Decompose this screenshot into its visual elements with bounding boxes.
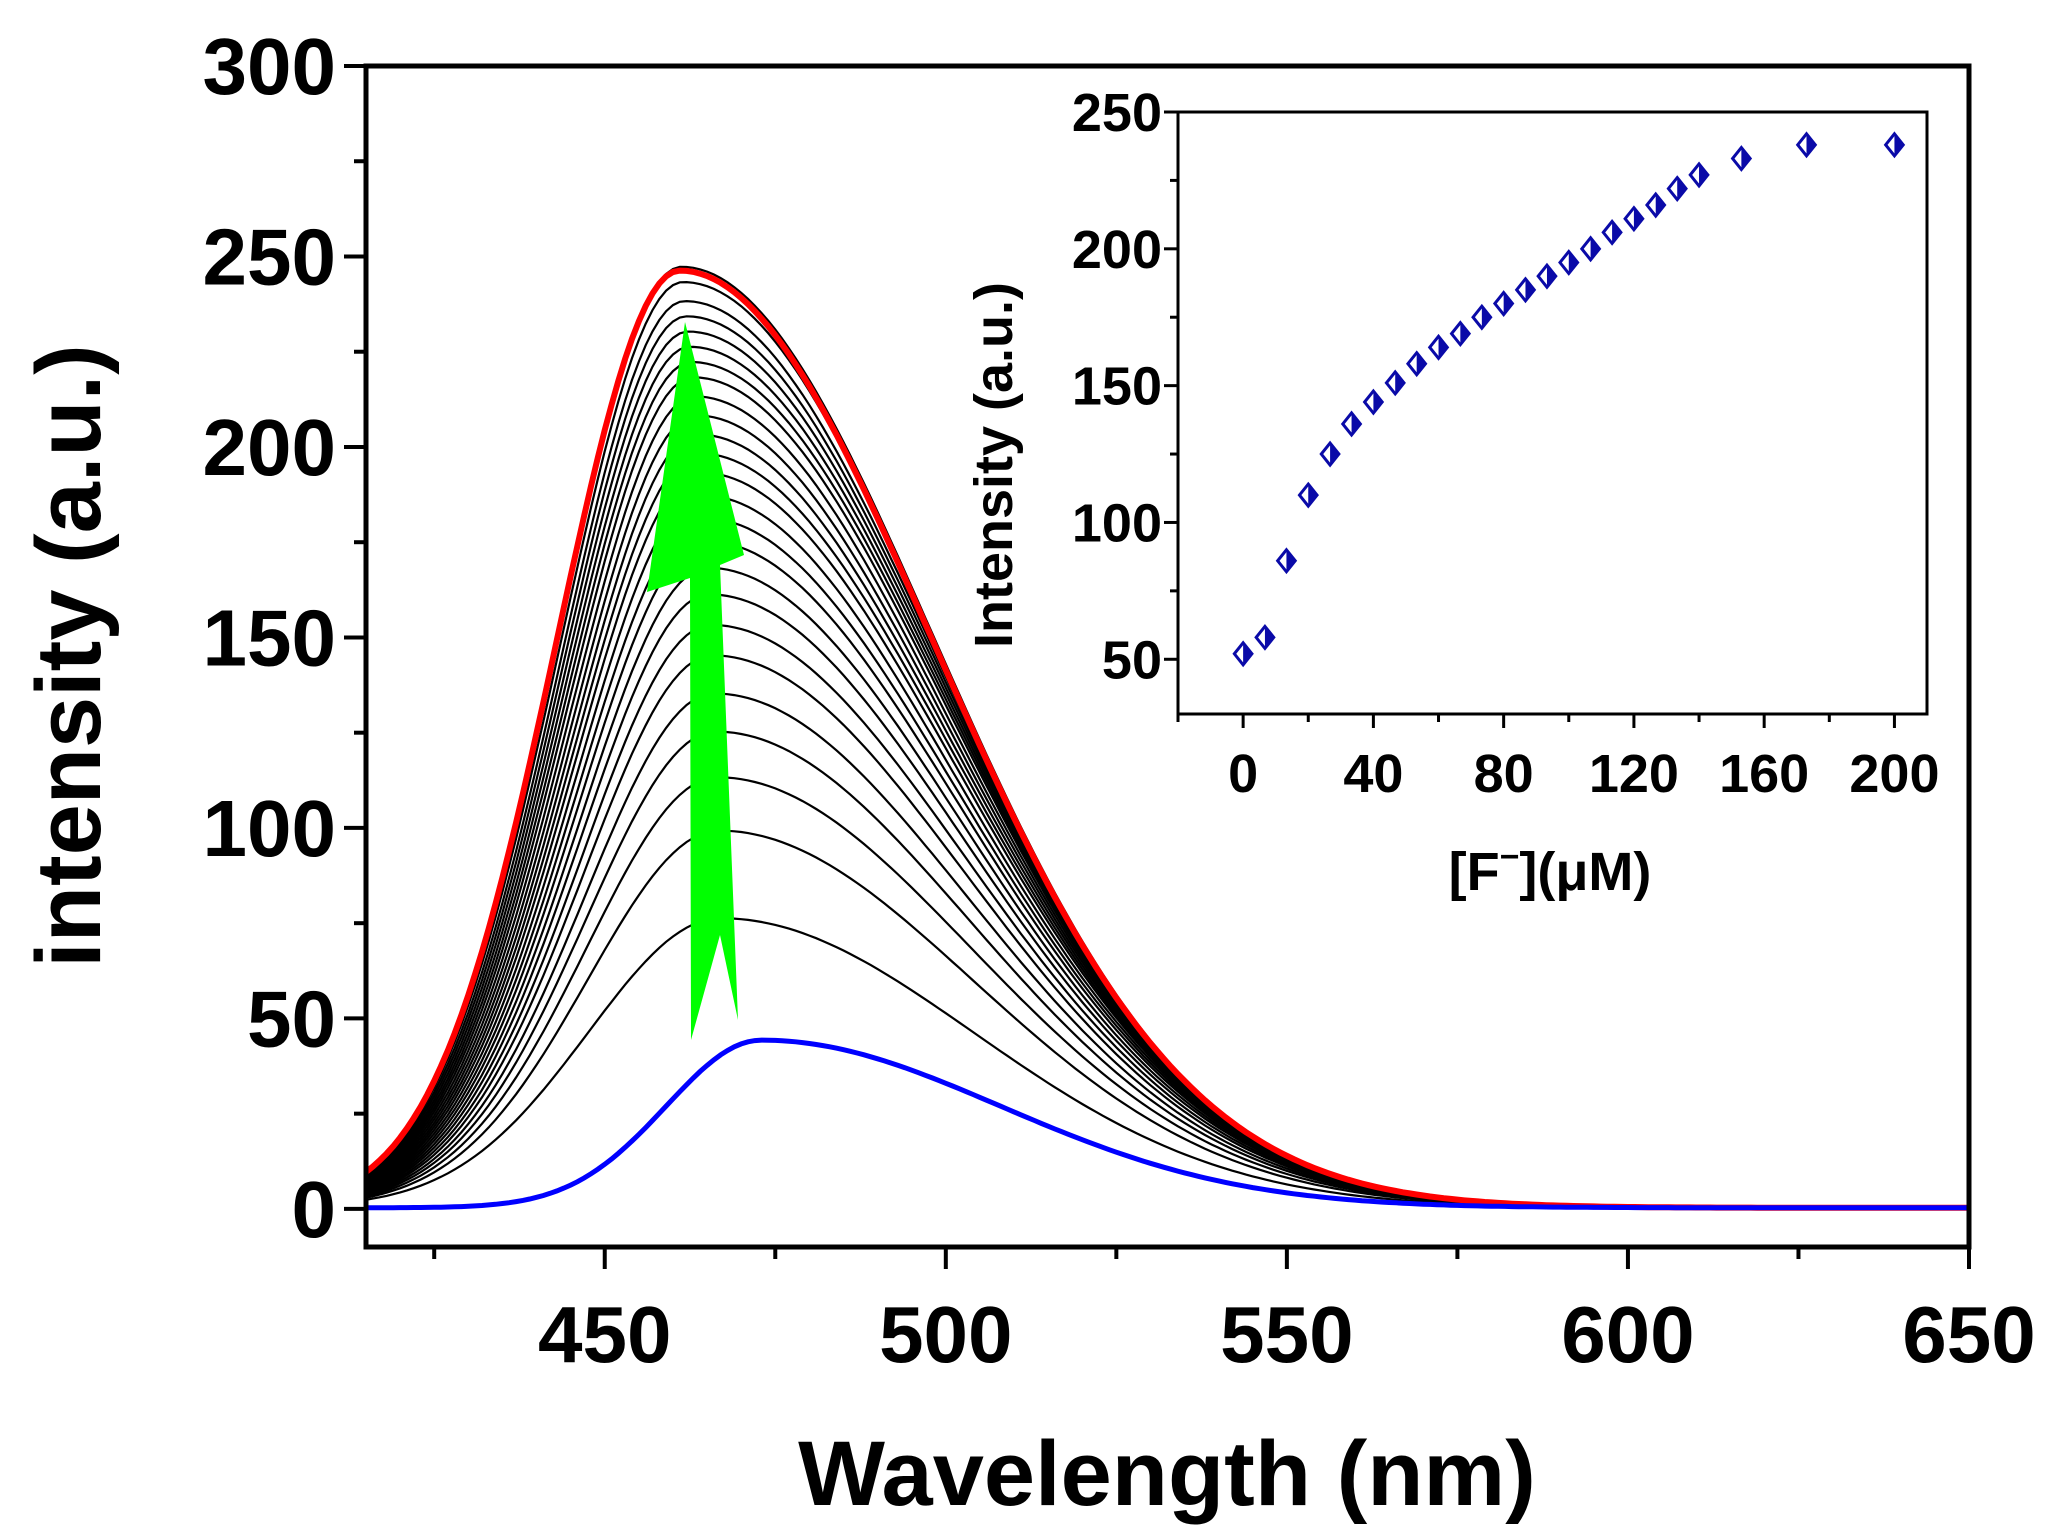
inset-x-tick-label: 80 [1474, 744, 1534, 804]
data-point [1362, 388, 1385, 416]
y-tick-label: 0 [292, 1165, 337, 1254]
data-point-fill [1395, 371, 1405, 394]
inset-x-tick-label: 120 [1589, 744, 1679, 804]
x-tick-label: 550 [1220, 1290, 1353, 1379]
data-point-fill [1243, 642, 1252, 665]
data-point-fill [1655, 194, 1665, 217]
inset-x-tick-label: 200 [1849, 744, 1939, 804]
data-point-fill [1612, 221, 1621, 244]
data-point [1405, 350, 1428, 378]
spectrum-line [365, 829, 1969, 1209]
data-point [1384, 369, 1406, 397]
spectrum-line [365, 776, 1969, 1209]
data-point-fill [1503, 292, 1513, 315]
data-point-fill [1330, 443, 1339, 466]
inset-x-label-main: [F [1449, 842, 1500, 902]
data-point [1795, 131, 1818, 159]
inset-x-tick-label: 40 [1343, 744, 1403, 804]
y-tick-label: 200 [203, 403, 336, 492]
inset-y-tick-label: 100 [1072, 493, 1162, 553]
data-point [1645, 191, 1667, 219]
inset-x-axis-title: [F−](μM) [1449, 838, 1652, 902]
data-point-fill [1438, 336, 1448, 359]
data-point-fill [1264, 626, 1274, 649]
x-tick-label: 650 [1902, 1290, 2035, 1379]
main-y-axis-title: intensity (a.u.) [18, 344, 120, 968]
data-point [1449, 320, 1472, 348]
inset-y-tick-label: 200 [1072, 220, 1162, 280]
data-point [1275, 547, 1298, 575]
main-plot-frame [363, 63, 1972, 1250]
data-point-fill [1590, 237, 1600, 260]
x-tick-label: 500 [879, 1290, 1012, 1379]
inset-y-tick-label: 250 [1072, 83, 1162, 143]
increase-arrow [647, 322, 744, 1040]
data-point [1514, 276, 1537, 304]
inset-y-tick-label: 50 [1102, 630, 1162, 690]
data-point [1536, 262, 1558, 290]
inset-frame [1176, 110, 1929, 716]
inset-x-label-sup: − [1500, 838, 1520, 876]
data-point [1601, 218, 1623, 246]
data-point [1558, 249, 1580, 276]
data-point [1883, 131, 1906, 159]
y-tick-label: 300 [203, 22, 336, 111]
data-point [1340, 410, 1363, 438]
data-point [1623, 205, 1645, 233]
inset-x-tick-label: 0 [1228, 744, 1258, 804]
data-point-fill [1351, 412, 1361, 435]
initial-spectrum-line [366, 1037, 1969, 1211]
inset-x-label-rest: ](μM) [1519, 842, 1651, 902]
data-point [1579, 235, 1602, 263]
data-point [1297, 481, 1319, 509]
data-point-fill [1894, 133, 1904, 156]
inset-y-tick-label: 150 [1072, 357, 1162, 417]
data-point-fill [1525, 278, 1535, 301]
data-point-fill [1460, 322, 1470, 345]
data-point [1471, 303, 1493, 331]
data-point-fill [1806, 133, 1816, 156]
data-point-fill [1677, 177, 1687, 200]
data-point [1232, 640, 1254, 668]
data-point [1427, 333, 1450, 361]
inset-plot: 50 100 150 200 250 0 40 80 120 160 200 [1072, 83, 1940, 804]
data-point-fill [1416, 352, 1426, 375]
inset-y-axis-title: Intensity (a.u.) [964, 282, 1024, 648]
y-tick-label: 150 [203, 593, 336, 682]
x-tick-label: 600 [1561, 1290, 1694, 1379]
y-tick-label: 50 [247, 974, 336, 1063]
data-point [1666, 175, 1688, 203]
y-tick-label: 100 [203, 784, 336, 873]
data-point [1688, 161, 1710, 189]
data-point [1730, 145, 1753, 172]
data-point-fill [1481, 306, 1491, 329]
y-tick-label: 250 [203, 212, 336, 301]
x-tick-label: 450 [538, 1290, 671, 1379]
data-point [1319, 440, 1341, 468]
inset-x-tick-label: 160 [1719, 744, 1809, 804]
data-point-fill [1741, 147, 1751, 170]
data-point-fill [1699, 163, 1708, 186]
data-point-fill [1373, 391, 1383, 414]
data-point-fill [1546, 265, 1556, 288]
data-point [1492, 290, 1515, 317]
data-point-fill [1633, 207, 1643, 230]
data-point [1254, 623, 1276, 651]
data-point-fill [1286, 549, 1296, 572]
data-point-fill [1308, 484, 1318, 507]
data-point-fill [1568, 251, 1578, 274]
main-x-axis-title: Wavelength (nm) [798, 1423, 1536, 1525]
